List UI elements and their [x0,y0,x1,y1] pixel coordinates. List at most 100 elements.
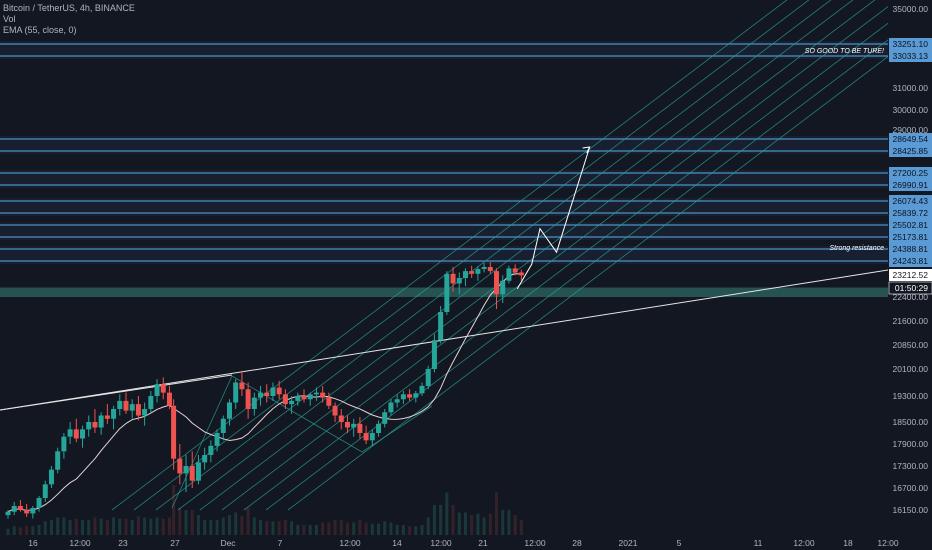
time-tick-label: 7 [278,538,283,548]
time-axis-bg [0,536,932,550]
volume-bar [377,523,381,535]
candle [313,387,319,401]
candle-body [111,409,117,419]
candle [357,417,363,439]
level-label-bg [889,145,932,157]
candle [98,412,104,435]
annotation-text: Strong resistance [830,245,885,252]
symbol-label[interactable]: Bitcoin / TetherUS, 4h, BINANCE [3,3,135,13]
candle-body [313,392,319,395]
volume-bar [178,507,182,535]
candle [61,433,67,459]
candle [183,455,189,492]
candle-body [376,423,382,433]
candle [494,268,500,309]
candle [123,392,129,414]
candle-body [282,394,288,405]
volume-bar [308,525,312,535]
volume-bar [389,522,393,535]
candle-body [189,466,195,481]
level-label: 33033.13 [893,51,929,61]
time-tick-label: 18 [843,538,853,548]
candle-body [407,394,413,398]
volume-label[interactable]: Vol [3,14,16,24]
volume-bar [31,526,35,535]
volume-bar [143,517,147,535]
volume-bar [12,526,16,535]
candle-body [214,433,220,446]
candle-body [481,267,487,270]
candle [264,384,270,403]
level-label-bg [889,167,932,179]
candle [214,429,220,452]
volume-bar [215,520,219,535]
candle-body [24,510,30,514]
candle [394,394,400,408]
candle [42,480,48,502]
candle [166,385,172,409]
candle-body [166,392,172,406]
candle-body [86,422,92,430]
candle [282,389,288,409]
candle [208,440,214,463]
volume-bar [105,520,109,535]
price-channel [111,0,932,511]
volume-bar [259,520,263,535]
volume-bar [401,525,405,535]
candle [67,422,73,444]
candle [258,385,264,406]
candle [338,409,344,430]
level-label-bg [889,179,932,191]
volume-bar [432,505,436,535]
candle [425,365,431,390]
candle [202,447,208,470]
ema-line [7,273,522,513]
candle [195,455,201,485]
candle [129,399,135,419]
candle-body [220,418,226,433]
volume-bar [345,522,349,535]
volume-bar [68,520,72,535]
candle-body [363,433,369,441]
candle [456,272,462,295]
level-label-bg [889,231,932,243]
time-tick-label: 12:00 [877,538,899,548]
candle [438,306,444,344]
level-band [0,222,888,240]
candle-body [11,506,17,512]
projection-arrowhead [582,146,591,154]
volume-bar [252,517,256,535]
candle-body [67,429,73,437]
candle [295,392,301,406]
candle [17,500,23,512]
volume-bars [6,485,523,535]
volume-bar [25,526,29,535]
candle-body [369,433,375,441]
volume-bar [161,518,165,535]
volume-bar [234,512,238,535]
ema-label[interactable]: EMA (55, close, 0) [3,25,77,35]
candle-body [431,340,437,369]
candle [160,377,166,400]
price-axis: 35000.00 31000.00 30000.00 29000.00 22400.00… [888,0,932,550]
long-trendline [0,269,889,411]
volume-bar [209,520,213,535]
candle-body [135,404,141,416]
candle-body [320,392,326,398]
candle-body [487,267,493,272]
time-tick-label: 16 [28,538,38,548]
level-label-bg [889,38,932,50]
volume-bar [501,510,505,535]
volume-bar [18,527,22,535]
candle [450,267,456,292]
channel-line [265,6,932,511]
volume-bar [240,516,244,535]
volume-bar [221,517,225,535]
candle-body [512,268,518,273]
level-label: 25839.72 [893,208,929,218]
volume-bar [352,522,356,535]
level-label: 24388.81 [893,244,929,254]
candle [86,415,92,437]
candle [419,382,425,396]
